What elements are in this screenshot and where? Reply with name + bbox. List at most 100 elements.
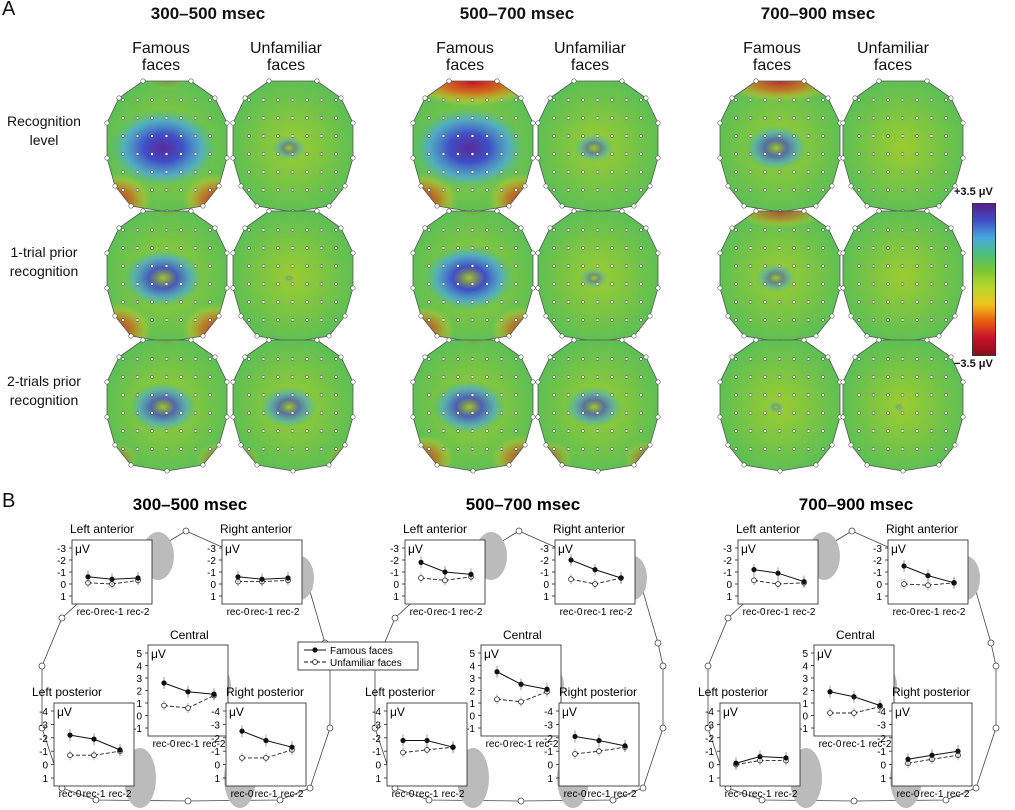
famous-point [211,691,217,697]
region-title: Left anterior [403,522,467,536]
y-tick-label: -1 [207,568,216,579]
region-title: Right posterior [226,685,304,699]
electrode-marker [306,784,314,792]
unit-label: μV [229,705,244,719]
famous-point [955,748,961,754]
y-tick-label: -1 [799,724,808,735]
unfamiliar-point [751,577,757,584]
x-tick-label: rec-2 [277,607,300,618]
topographic-map [230,337,356,474]
column-header-line: Unfamiliar [856,40,929,57]
famous-point [757,753,763,760]
electrode-marker [942,796,950,804]
famous-point [827,689,833,695]
y-tick-label: 0 [543,580,549,591]
row-label-line: 2-trials prior [7,373,81,389]
x-tick-label: rec-1 [749,789,772,800]
unfamiliar-point [239,755,245,761]
x-tick-label: rec-1 [584,607,607,618]
region-title: Central [836,628,875,642]
topographic-map [104,208,230,345]
x-tick-label: rec-1 [251,607,274,618]
famous-point [117,747,123,753]
region-title: Right anterior [553,522,625,536]
famous-point [851,694,857,700]
electrode-marker [972,784,980,792]
x-tick-label: rec-1 [767,607,790,618]
window-title: 300–500 msec [133,495,247,514]
y-tick-label: 2 [136,687,142,698]
topographic-map [230,208,356,345]
y-tick-label: -3 [372,720,381,731]
famous-point [285,575,291,581]
famous-point [775,570,781,576]
colorbar-max-label: +3.5 μV [954,186,993,198]
topographic-map [717,78,843,215]
famous-point [877,702,883,709]
column-header: Unfamiliar faces [226,40,346,74]
y-tick-label: -3 [877,720,886,731]
x-tick-label: rec-2 [203,739,226,750]
column-header-line: Unfamiliar [249,40,322,57]
y-tick-label: 2 [802,687,808,698]
famous-point [67,732,73,738]
electrode-marker [391,614,399,622]
unfamiliar-point [775,581,781,587]
electrode-marker [38,662,46,670]
y-tick-label: -2 [873,556,882,567]
y-tick-label: -2 [211,734,220,745]
electrode-marker [639,784,647,792]
y-tick-label: -1 [873,568,882,579]
x-tick-label: rec-2 [614,789,637,800]
unit-label: μV [895,705,910,719]
y-tick-label: 4 [469,662,475,673]
unfamiliar-point [442,577,448,584]
window-title: 300–500 msec [150,4,266,23]
x-tick-label: rec-2 [442,789,465,800]
region-title: Right anterior [220,522,292,536]
y-tick-label: -1 [133,724,142,735]
electrode-marker [609,796,617,804]
famous-point [733,760,739,766]
unit-label: μV [558,542,573,556]
famous-point [544,686,550,692]
electrode-marker [58,614,66,622]
unfamiliar-point [424,747,430,753]
y-tick-label: -4 [372,707,381,718]
famous-point [91,736,97,742]
y-tick-label: 1 [708,774,714,785]
y-tick-label: -1 [211,747,220,758]
row-label-line: recognition [9,263,79,279]
famous-point [951,580,957,586]
x-tick-label: rec-2 [947,789,970,800]
electrode-marker [758,796,766,804]
region-title: Central [503,628,542,642]
y-tick-label: 1 [876,592,882,603]
panel-b-letter: B [2,490,16,512]
y-tick-label: 3 [136,674,142,685]
y-tick-label: 1 [42,774,48,785]
famous-point [418,559,424,565]
famous-point [239,728,245,734]
y-tick-label: 0 [210,580,216,591]
y-tick-label: 1 [60,592,66,603]
y-tick-label: -1 [39,747,48,758]
y-tick-label: 0 [393,580,399,591]
y-tick-label: -1 [877,747,886,758]
y-tick-label: 1 [880,774,886,785]
y-tick-label: 1 [543,592,549,603]
x-tick-label: rec-2 [109,789,132,800]
chart-frame [813,644,895,737]
panel-a-letter: A [2,0,16,20]
y-tick-label: -1 [372,747,381,758]
topographic-map [104,78,230,215]
unfamiliar-point [418,575,424,581]
legend-unfamiliar-label: Unfamiliar faces [330,658,402,669]
column-header: Unfamiliar faces [530,40,650,74]
famous-point [85,574,91,580]
unfamiliar-point [592,581,598,587]
y-tick-label: -3 [873,544,882,555]
unfamiliar-point [161,702,167,709]
y-tick-label: 4 [136,662,142,673]
